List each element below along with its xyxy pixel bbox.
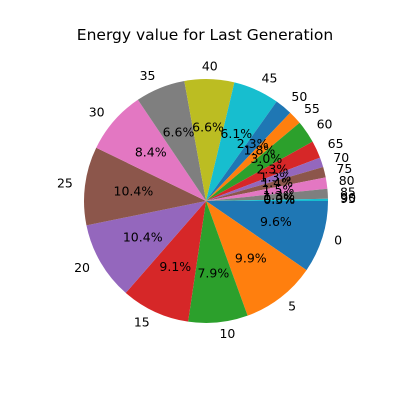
pie-slice-95 (206, 198, 328, 201)
percent-label-60: 3.0% (250, 151, 282, 166)
category-label-55: 55 (304, 101, 320, 116)
category-label-65: 65 (328, 136, 344, 151)
percent-label-15: 9.1% (159, 259, 191, 274)
category-label-75: 75 (336, 161, 352, 176)
percent-label-30: 8.4% (135, 145, 167, 160)
category-label-15: 15 (134, 314, 150, 329)
pie-slice-0 (206, 201, 328, 271)
pie-slice-20 (86, 201, 206, 293)
category-label-80: 80 (339, 173, 355, 188)
category-label-25: 25 (57, 176, 73, 191)
category-label-45: 45 (262, 70, 278, 85)
percent-label-35: 6.6% (163, 125, 195, 140)
pie-slice-15 (125, 201, 206, 322)
percent-label-80: 1.5% (263, 182, 295, 197)
category-label-0: 0 (334, 232, 342, 247)
pie-slice-55 (206, 112, 300, 201)
pie-slice-70 (206, 157, 324, 201)
pie-slice-50 (206, 101, 291, 201)
pie-slice-85 (206, 188, 328, 201)
percent-labels: 9.6%9.9%7.9%9.1%10.4%10.4%8.4%6.6%6.6%6.… (114, 119, 296, 280)
percent-label-95: 0.3% (263, 192, 295, 207)
category-label-60: 60 (317, 117, 333, 132)
percent-label-45: 6.1% (220, 126, 252, 141)
category-label-85: 85 (340, 185, 356, 200)
category-label-35: 35 (140, 68, 156, 83)
percent-label-90: 0.0% (263, 191, 295, 206)
percent-label-10: 7.9% (197, 265, 229, 280)
category-label-50: 50 (291, 89, 307, 104)
pie-slice-5 (206, 201, 307, 316)
percent-label-20: 10.4% (123, 229, 163, 244)
percent-label-0: 9.6% (260, 214, 292, 229)
pie-slice-80 (206, 177, 328, 201)
percent-label-85: 1.3% (263, 188, 295, 203)
category-label-30: 30 (89, 105, 105, 120)
category-label-90: 90 (340, 190, 356, 205)
percent-label-25: 10.4% (114, 183, 154, 198)
percent-label-55: 1.8% (244, 142, 276, 157)
pie-slice-30 (96, 99, 206, 201)
pie-slice-25 (84, 147, 206, 226)
percent-label-70: 1.3% (260, 169, 292, 184)
pie-slice-40 (184, 79, 235, 201)
category-label-10: 10 (219, 326, 235, 341)
chart-title: Energy value for Last Generation (77, 26, 333, 44)
pie-slices (84, 79, 328, 323)
percent-label-50: 2.3% (237, 136, 269, 151)
pie-slice-45 (206, 82, 277, 201)
percent-label-75: 1.4% (261, 175, 293, 190)
pie-slice-60 (206, 122, 313, 201)
category-label-70: 70 (333, 150, 349, 165)
category-label-20: 20 (74, 260, 90, 275)
pie-slice-10 (188, 201, 248, 323)
pie-slice-75 (206, 167, 326, 201)
percent-label-5: 9.9% (235, 250, 267, 265)
category-label-5: 5 (288, 299, 296, 314)
category-label-95: 95 (340, 191, 356, 206)
pie-slice-65 (206, 141, 321, 201)
percent-label-65: 2.3% (256, 162, 288, 177)
percent-label-40: 6.6% (192, 119, 224, 134)
pie-slice-35 (137, 80, 206, 201)
category-label-40: 40 (202, 58, 218, 73)
